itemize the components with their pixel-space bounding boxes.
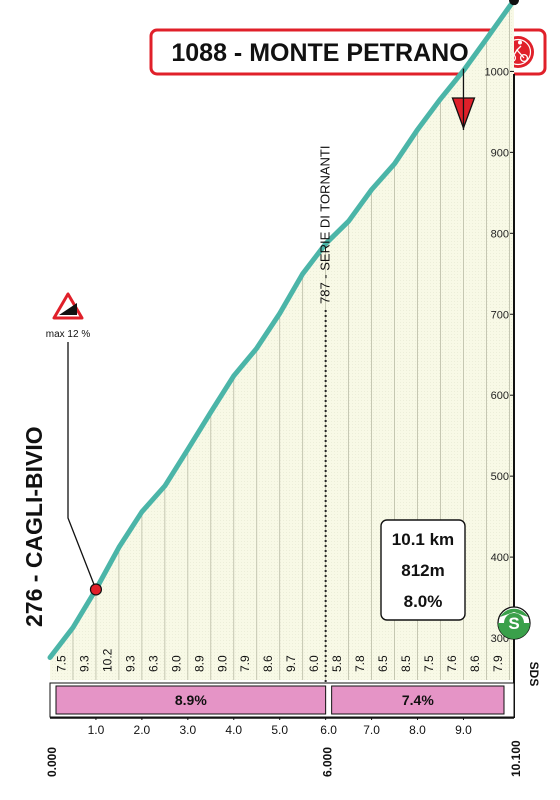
sector-bar: [55, 685, 327, 715]
summary-elevation: 812m: [401, 561, 444, 580]
sds-letter: S: [508, 614, 519, 633]
tornanti-annotation: 787 - SERIE DI TORNANTI: [318, 146, 333, 304]
sector-bar: [331, 685, 505, 715]
altitude-tick-label: 600: [491, 390, 509, 402]
profile-line: [47, 0, 517, 660]
gradient-label: 8.5: [399, 655, 413, 672]
gradient-label: 6.0: [307, 655, 321, 672]
gradient-label: 9.3: [78, 655, 92, 672]
x-end-label: 10.100: [509, 740, 523, 777]
gradient-label: 8.9: [192, 655, 206, 672]
km-tick-label: 4.0: [225, 723, 242, 737]
km-tick-label: 3.0: [179, 723, 196, 737]
altitude-tick-label: 500: [491, 471, 509, 483]
gradient-label: 9.0: [169, 655, 183, 672]
max-gradient-label: max 12 %: [46, 329, 91, 340]
kom-marker: [451, 68, 476, 130]
gradient-label: 7.5: [422, 655, 436, 672]
steep-warning-icon: [52, 292, 84, 320]
altitude-tick-label: 700: [491, 309, 509, 321]
start-label: 276 - CAGLI-BIVIO: [21, 426, 47, 627]
gradient-label: 9.0: [215, 655, 229, 672]
km-tick-label: 8.0: [409, 723, 426, 737]
gradient-label: 10.2: [100, 648, 114, 672]
km-tick-label: 5.0: [271, 723, 288, 737]
gradient-label: 7.6: [445, 655, 459, 672]
gradient-label: 8.6: [468, 655, 482, 672]
max-gradient-marker: max 12 %: [46, 292, 103, 596]
gradient-label: 7.9: [491, 655, 505, 672]
x-start-label: 0.000: [45, 747, 59, 777]
km-tick-labels: 1.0 2.0 3.0 4.0 5.0 6.0 7.0 8.0 9.0: [88, 716, 472, 737]
sds-label: SDS: [527, 662, 541, 687]
gradient-label: 7.5: [55, 655, 69, 672]
summary-distance: 10.1 km: [392, 530, 454, 549]
gradient-sectors: 8.9% 7.4%: [49, 682, 515, 718]
altitude-tick-label: 900: [491, 147, 509, 159]
altitude-tick-label: 1000: [485, 66, 509, 78]
summary-gradient: 8.0%: [404, 592, 443, 611]
title-box: 1088 - MONTE PETRANO: [149, 28, 547, 76]
gradient-label: 7.8: [353, 655, 367, 672]
altitude-tick-label: 400: [491, 552, 509, 564]
summit-point: [509, 0, 519, 6]
summary-box: 10.1 km 812m 8.0%: [380, 519, 466, 621]
km-tick-label: 9.0: [455, 723, 472, 737]
gradient-label: 5.8: [330, 655, 344, 672]
sds-badge: S SDS: [497, 606, 541, 687]
gradient-label: 7.9: [238, 655, 252, 672]
max-gradient-point: [89, 583, 103, 596]
gradient-label: 9.7: [284, 655, 298, 672]
x-mid-label: 6.000: [321, 747, 335, 777]
gradient-label: 6.3: [146, 655, 160, 672]
km-tick-label: 2.0: [134, 723, 151, 737]
gradient-label: 8.6: [261, 655, 275, 672]
chart-title: 1088 - MONTE PETRANO: [171, 39, 468, 67]
sector-label: 8.9%: [175, 692, 207, 708]
gradient-labels: 7.5 9.3 10.2 9.3 6.3 9.0 8.9 9.0 7.9 8.6 9.7 6.0 5.8…: [55, 648, 505, 672]
gradient-label: 6.5: [376, 655, 390, 672]
altitude-tick-label: 800: [491, 228, 509, 240]
gradient-label: 9.3: [123, 655, 137, 672]
sector-label: 7.4%: [402, 692, 434, 708]
profile-area: [50, 0, 514, 680]
km-tick-label: 1.0: [88, 723, 105, 737]
km-tick-label: 7.0: [363, 723, 380, 737]
max-gradient-leader: [67, 342, 97, 590]
km-tick-label: 6.0: [320, 723, 337, 737]
